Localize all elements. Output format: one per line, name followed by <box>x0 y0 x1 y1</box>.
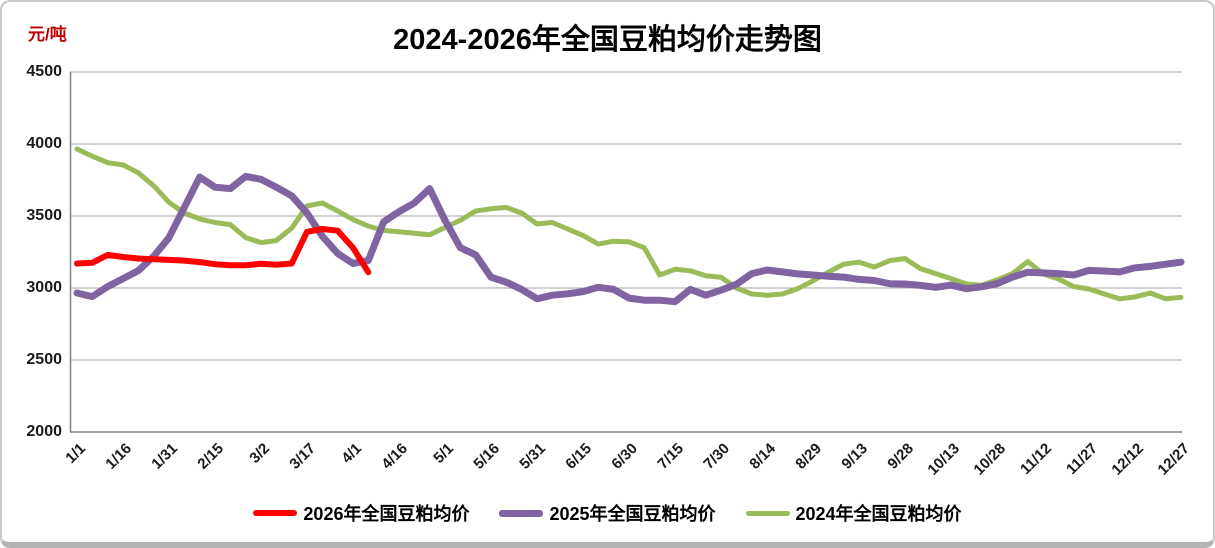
legend-item-2025年全国豆粕均价: 2025年全国豆粕均价 <box>499 500 716 526</box>
legend-item-2026年全国豆粕均价: 2026年全国豆粕均价 <box>253 500 469 526</box>
legend-label: 2024年全国豆粕均价 <box>795 504 962 524</box>
y-tick-label-4000: 4000 <box>26 135 62 152</box>
series-line-2025年全国豆粕均价 <box>73 172 1185 306</box>
y-tick-label-3500: 3500 <box>26 207 62 224</box>
legend-item-2024年全国豆粕均价: 2024年全国豆粕均价 <box>745 500 962 526</box>
legend-label: 2026年全国豆粕均价 <box>303 504 470 524</box>
plot-svg <box>69 71 1185 433</box>
chart-title: 2024-2026年全国豆粕均价走势图 <box>393 24 822 56</box>
legend-swatch <box>499 509 544 517</box>
y-tick-label-3000: 3000 <box>26 279 62 296</box>
legend-swatch <box>253 510 298 516</box>
y-tick-label-2500: 2500 <box>26 351 62 368</box>
legend-label: 2025年全国豆粕均价 <box>549 504 716 524</box>
y-axis-unit-label: 元/吨 <box>28 25 67 44</box>
series-line-2026年全国豆粕均价 <box>74 226 372 276</box>
plot-area <box>69 71 1185 433</box>
chart-legend: 2026年全国豆粕均价 2025年全国豆粕均价 2024年全国豆粕均价 <box>2 500 1213 526</box>
legend-swatch <box>745 510 790 516</box>
y-tick-label-4500: 4500 <box>26 63 62 80</box>
y-tick-label-2000: 2000 <box>26 423 62 440</box>
